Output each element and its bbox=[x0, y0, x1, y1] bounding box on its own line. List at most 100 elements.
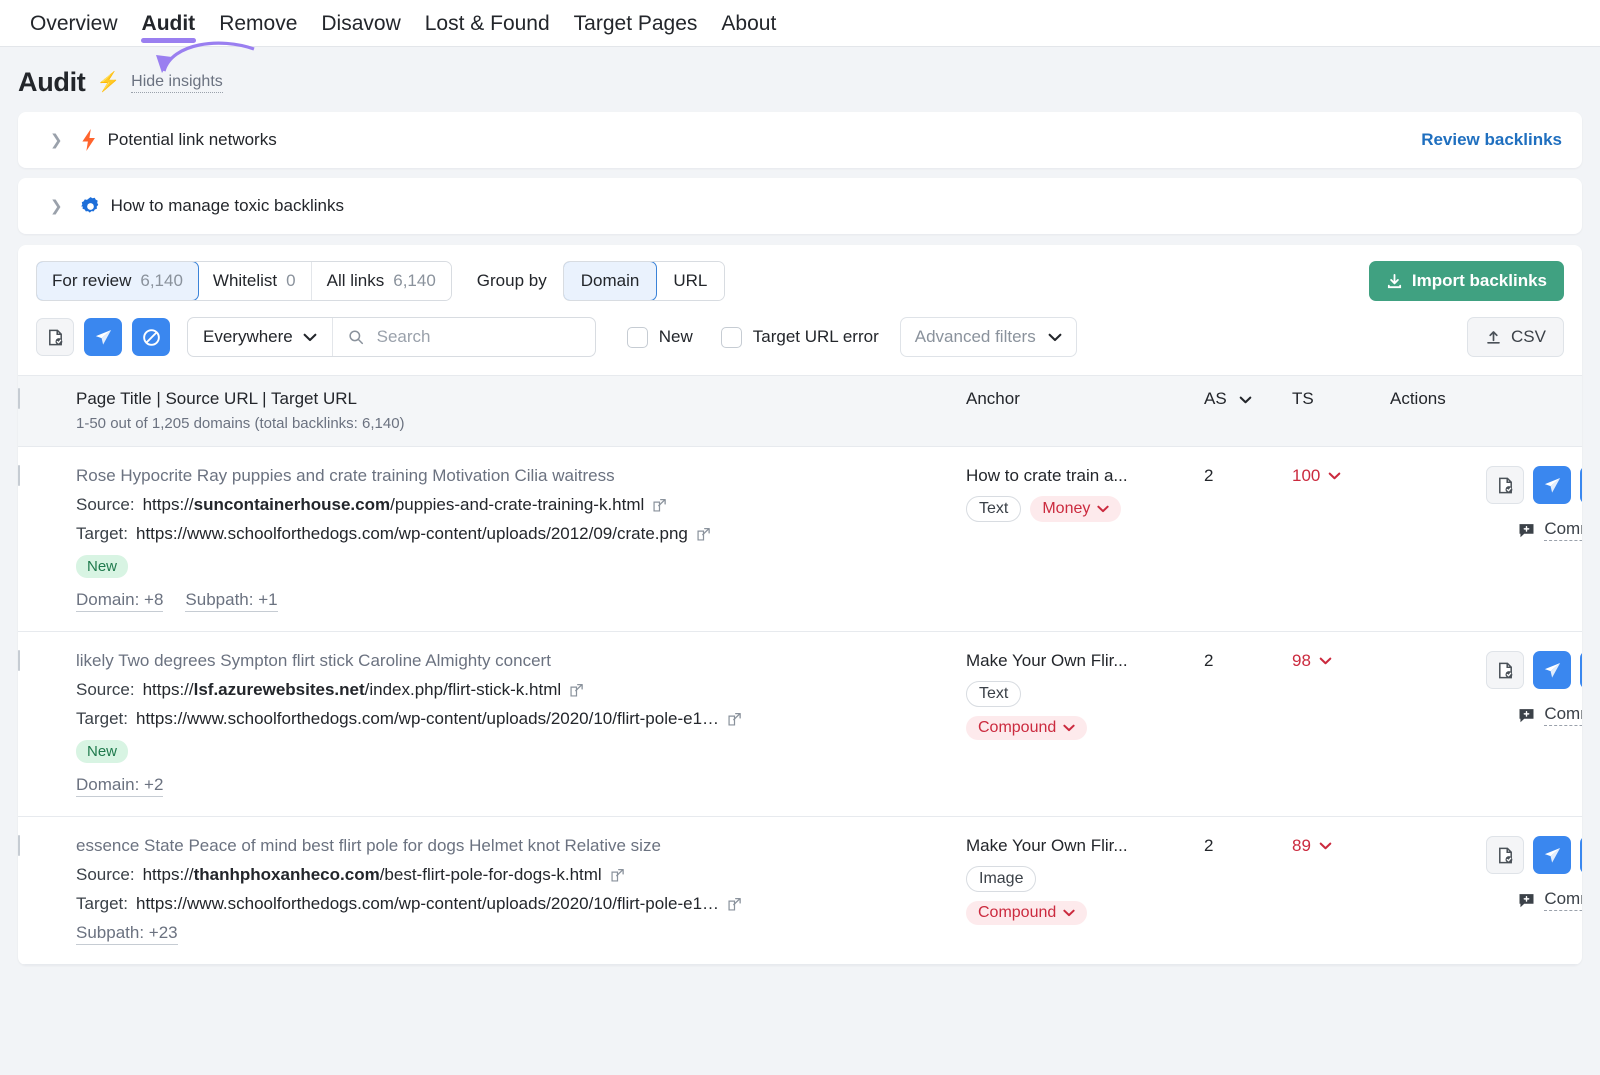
filter-checkbox-target-url-error[interactable]: Target URL error bbox=[720, 326, 879, 348]
nav-item-target-pages[interactable]: Target Pages bbox=[573, 12, 698, 35]
row-source-url: Source: https://lsf.azurewebsites.net/ind… bbox=[76, 680, 966, 700]
checkbox-target-url-error[interactable] bbox=[720, 326, 742, 348]
column-header-ts[interactable]: TS bbox=[1292, 375, 1390, 447]
source-url-text[interactable]: https://suncontainerhouse.com/puppies-an… bbox=[142, 495, 645, 514]
checkbox-row-3[interactable] bbox=[18, 835, 20, 856]
anchor-text: Make Your Own Flir... bbox=[966, 651, 1128, 670]
comment-link[interactable]: Comment bbox=[1390, 889, 1582, 911]
whitelist-action-button[interactable] bbox=[1486, 466, 1524, 504]
disavow-action-button[interactable] bbox=[1580, 651, 1582, 689]
row-page-title[interactable]: Rose Hypocrite Ray puppies and crate tra… bbox=[76, 466, 615, 485]
external-link-icon[interactable] bbox=[696, 527, 711, 542]
nav-item-overview[interactable]: Overview bbox=[30, 12, 118, 35]
source-domain: thanhphoxanheco.com bbox=[193, 865, 380, 884]
nav-item-about[interactable]: About bbox=[721, 12, 777, 35]
toxicity-score-value[interactable]: 98 bbox=[1292, 651, 1332, 671]
checkbox-new[interactable] bbox=[626, 326, 648, 348]
tab-all-links[interactable]: All links 6,140 bbox=[311, 262, 451, 300]
external-link-icon[interactable] bbox=[727, 897, 742, 912]
row-select-cell bbox=[18, 446, 76, 632]
chevron-right-icon[interactable]: ❯ bbox=[50, 197, 63, 215]
insight-card-2: ❯ How to manage toxic backlinks bbox=[18, 178, 1582, 234]
chevron-down-icon bbox=[1329, 472, 1341, 480]
results-count: 1-50 out of 1,205 domains (total backlin… bbox=[76, 415, 405, 432]
panel-toolbar: For review 6,140 Whitelist 0 All links 6,140 … bbox=[18, 245, 1582, 317]
whitelist-icon bbox=[1498, 662, 1512, 678]
tab-whitelist[interactable]: Whitelist 0 bbox=[197, 262, 312, 300]
toxicity-score-value[interactable]: 89 bbox=[1292, 836, 1332, 856]
pill-compound[interactable]: Compound bbox=[966, 716, 1088, 740]
tab-for-review[interactable]: For review 6,140 bbox=[36, 262, 199, 300]
external-link-icon[interactable] bbox=[727, 712, 742, 727]
insight-label: How to manage toxic backlinks bbox=[110, 196, 344, 215]
row-actions-cell: Comment bbox=[1390, 816, 1582, 965]
nav-item-audit[interactable]: Audit bbox=[130, 0, 208, 43]
tab-label: For review bbox=[52, 271, 132, 290]
whitelist-action-button[interactable] bbox=[1486, 836, 1524, 874]
send-to-remove-action-button[interactable] bbox=[1533, 651, 1571, 689]
group-by-url[interactable]: URL bbox=[656, 262, 725, 300]
send-to-remove-icon bbox=[1544, 662, 1560, 678]
send-to-remove-action-button[interactable] bbox=[1533, 836, 1571, 874]
external-link-icon[interactable] bbox=[652, 498, 667, 513]
source-url-text[interactable]: https://lsf.azurewebsites.net/index.php/… bbox=[142, 680, 562, 699]
filter-checkbox-new-label: New bbox=[658, 327, 693, 346]
scope-select-value: Everywhere bbox=[203, 327, 293, 346]
pill-compound[interactable]: Compound bbox=[966, 901, 1088, 925]
row-page-title[interactable]: likely Two degrees Sympton flirt stick C… bbox=[76, 651, 551, 670]
anchor-text: Make Your Own Flir... bbox=[966, 836, 1128, 855]
nav-item-remove[interactable]: Remove bbox=[219, 12, 298, 35]
comment-link[interactable]: Comment bbox=[1390, 704, 1582, 726]
csv-export-button[interactable]: CSV bbox=[1467, 317, 1564, 357]
nav-item-lost-found[interactable]: Lost & Found bbox=[424, 12, 550, 35]
group-by-domain[interactable]: Domain bbox=[563, 262, 658, 300]
target-url-text[interactable]: https://www.schoolforthedogs.com/wp-cont… bbox=[135, 709, 720, 728]
target-url-text[interactable]: https://www.schoolforthedogs.com/wp-cont… bbox=[135, 894, 720, 913]
toxicity-score-value[interactable]: 100 bbox=[1292, 466, 1341, 486]
whitelist-action-button[interactable] bbox=[1486, 651, 1524, 689]
external-link-icon[interactable] bbox=[569, 683, 584, 698]
authority-score-value: 2 bbox=[1204, 651, 1214, 670]
source-url-text[interactable]: https://thanhphoxanheco.com/best-flirt-p… bbox=[142, 865, 602, 884]
disavow-action-button[interactable] bbox=[1580, 836, 1582, 874]
meta-subpath[interactable]: Subpath: +1 bbox=[185, 590, 278, 612]
import-backlinks-label: Import backlinks bbox=[1411, 271, 1547, 290]
meta-domain[interactable]: Domain: +2 bbox=[76, 775, 164, 797]
pill-money[interactable]: Money bbox=[1030, 496, 1122, 522]
send-to-remove-icon-button[interactable] bbox=[84, 318, 122, 356]
row-target-url: Target: https://www.schoolforthedogs.com/… bbox=[76, 524, 966, 544]
send-to-remove-action-button[interactable] bbox=[1533, 466, 1571, 504]
whitelist-icon bbox=[48, 329, 62, 345]
row-target-url: Target: https://www.schoolforthedogs.com/… bbox=[76, 894, 966, 914]
disavow-icon-button[interactable] bbox=[132, 318, 170, 356]
pill-image: Image bbox=[966, 866, 1037, 892]
checkbox-row-1[interactable] bbox=[18, 465, 20, 486]
advanced-filters-button[interactable]: Advanced filters bbox=[899, 317, 1077, 357]
whitelist-icon-button[interactable] bbox=[36, 318, 74, 356]
disavow-action-button[interactable] bbox=[1580, 466, 1582, 504]
target-url-text[interactable]: https://www.schoolforthedogs.com/wp-cont… bbox=[135, 524, 688, 543]
comment-label: Comment bbox=[1544, 704, 1582, 726]
authority-score-value: 2 bbox=[1204, 836, 1214, 855]
row-page-title[interactable]: essence State Peace of mind best flirt p… bbox=[76, 836, 661, 855]
column-header-as[interactable]: AS bbox=[1204, 375, 1292, 447]
review-backlinks-link[interactable]: Review backlinks bbox=[1421, 130, 1562, 149]
import-backlinks-button[interactable]: Import backlinks bbox=[1368, 261, 1564, 301]
hide-insights-toggle[interactable]: Hide insights bbox=[131, 73, 223, 93]
filter-checkbox-new[interactable]: New bbox=[626, 326, 693, 348]
meta-domain[interactable]: Domain: +8 bbox=[76, 590, 164, 612]
csv-export-label: CSV bbox=[1511, 327, 1546, 346]
external-link-icon[interactable] bbox=[610, 868, 625, 883]
column-header-as-label: AS bbox=[1204, 389, 1227, 408]
scope-select[interactable]: Everywhere bbox=[188, 318, 333, 356]
comment-link[interactable]: Comment bbox=[1390, 519, 1582, 541]
meta-subpath[interactable]: Subpath: +23 bbox=[76, 923, 178, 945]
chevron-right-icon[interactable]: ❯ bbox=[50, 131, 63, 149]
checkbox-row-2[interactable] bbox=[18, 650, 20, 671]
nav-item-disavow[interactable]: Disavow bbox=[321, 12, 401, 35]
send-to-remove-icon bbox=[1544, 847, 1560, 863]
checkbox-select-all[interactable] bbox=[18, 388, 20, 409]
row-meta: Domain: +8 Subpath: +1 bbox=[76, 590, 966, 612]
status-badge-new: New bbox=[76, 555, 129, 578]
search-input[interactable] bbox=[374, 326, 580, 348]
